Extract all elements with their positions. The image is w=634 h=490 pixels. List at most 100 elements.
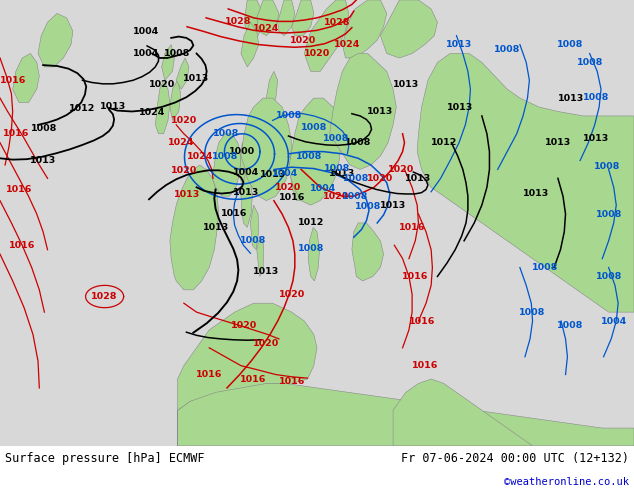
- Text: 1008: 1008: [324, 164, 351, 173]
- Text: 1013: 1013: [259, 171, 286, 179]
- Text: 1012: 1012: [430, 138, 457, 147]
- Text: 1020: 1020: [323, 192, 349, 201]
- Text: 1008: 1008: [276, 111, 302, 121]
- Text: 1012: 1012: [297, 219, 324, 227]
- Polygon shape: [304, 0, 349, 72]
- Text: 1013: 1013: [367, 107, 394, 116]
- Text: 1016: 1016: [196, 370, 223, 379]
- Text: 1013: 1013: [380, 200, 406, 210]
- Polygon shape: [241, 170, 252, 227]
- Text: 1008: 1008: [519, 308, 546, 317]
- Text: 1020: 1020: [290, 36, 316, 45]
- Text: 1016: 1016: [278, 377, 305, 386]
- Text: 1008: 1008: [557, 321, 584, 330]
- Text: 1008: 1008: [343, 174, 370, 183]
- Text: 1013: 1013: [30, 156, 56, 165]
- Polygon shape: [212, 134, 241, 196]
- Polygon shape: [241, 98, 292, 201]
- Text: ©weatheronline.co.uk: ©weatheronline.co.uk: [504, 477, 629, 487]
- Text: 1008: 1008: [532, 263, 559, 272]
- Polygon shape: [241, 22, 259, 67]
- Polygon shape: [292, 0, 314, 36]
- Text: 1008: 1008: [301, 122, 328, 132]
- Text: 1016: 1016: [221, 209, 248, 218]
- Polygon shape: [13, 53, 39, 102]
- Polygon shape: [288, 98, 341, 205]
- Text: 1020: 1020: [171, 166, 197, 175]
- Text: 1013: 1013: [545, 138, 571, 147]
- Text: 1013: 1013: [253, 268, 280, 276]
- Polygon shape: [155, 80, 170, 134]
- Text: 1013: 1013: [583, 134, 609, 143]
- Text: 1008: 1008: [342, 192, 368, 201]
- Text: 1004: 1004: [133, 49, 159, 58]
- Polygon shape: [417, 53, 634, 312]
- Text: 1008: 1008: [297, 245, 324, 253]
- Polygon shape: [178, 303, 317, 446]
- Polygon shape: [240, 143, 247, 187]
- Text: 1013: 1013: [522, 190, 549, 198]
- Text: 1013: 1013: [183, 74, 210, 82]
- Text: 1008: 1008: [212, 152, 238, 162]
- Text: 1020: 1020: [253, 339, 280, 348]
- Text: 1012: 1012: [69, 104, 96, 113]
- Text: 1008: 1008: [240, 236, 267, 245]
- Polygon shape: [290, 143, 312, 201]
- Text: 1008: 1008: [31, 124, 58, 133]
- Text: Fr 07-06-2024 00:00 UTC (12+132): Fr 07-06-2024 00:00 UTC (12+132): [401, 452, 629, 465]
- Text: 1016: 1016: [411, 361, 438, 370]
- Text: 1024: 1024: [139, 108, 165, 117]
- Text: 1020: 1020: [231, 321, 257, 330]
- Text: 1004: 1004: [600, 317, 627, 325]
- Text: 1020: 1020: [387, 165, 414, 174]
- Text: 1016: 1016: [9, 241, 36, 250]
- Text: 1028: 1028: [224, 17, 251, 26]
- Text: 1016: 1016: [3, 129, 29, 138]
- Polygon shape: [330, 53, 396, 170]
- Text: 1008: 1008: [323, 134, 349, 143]
- Text: 1008: 1008: [494, 45, 521, 53]
- Polygon shape: [176, 58, 189, 89]
- Polygon shape: [266, 72, 278, 107]
- Text: 1008: 1008: [595, 210, 622, 219]
- Text: 1004: 1004: [272, 169, 299, 177]
- Text: 1020: 1020: [304, 49, 330, 58]
- Text: 1016: 1016: [278, 193, 305, 201]
- Text: 1013: 1013: [557, 94, 584, 102]
- Polygon shape: [278, 0, 295, 36]
- Text: 1013: 1013: [447, 102, 474, 112]
- Text: 1016: 1016: [0, 76, 26, 85]
- Text: 1008: 1008: [354, 201, 381, 211]
- Text: 1016: 1016: [399, 223, 425, 232]
- Text: 1008: 1008: [595, 272, 622, 281]
- Polygon shape: [257, 236, 264, 276]
- Text: 1020: 1020: [278, 290, 305, 299]
- Text: 1020: 1020: [171, 116, 197, 125]
- Polygon shape: [244, 0, 263, 45]
- Polygon shape: [393, 379, 533, 446]
- Text: 1020: 1020: [367, 174, 394, 183]
- Text: 1028: 1028: [91, 292, 118, 301]
- Text: 1013: 1013: [100, 101, 126, 111]
- Polygon shape: [216, 143, 225, 178]
- Text: 1016: 1016: [402, 272, 429, 281]
- Text: 1013: 1013: [446, 40, 472, 49]
- Polygon shape: [342, 0, 387, 58]
- Polygon shape: [352, 223, 384, 281]
- Text: 1004: 1004: [233, 168, 259, 176]
- Text: 1013: 1013: [405, 174, 432, 183]
- Text: 1004: 1004: [310, 184, 337, 193]
- Text: 1024: 1024: [334, 40, 361, 49]
- Polygon shape: [162, 45, 174, 80]
- Polygon shape: [250, 205, 259, 250]
- Text: Surface pressure [hPa] ECMWF: Surface pressure [hPa] ECMWF: [5, 452, 205, 465]
- Polygon shape: [38, 13, 73, 67]
- Text: 1013: 1013: [392, 80, 419, 89]
- Text: 1008: 1008: [583, 93, 609, 102]
- Text: 1024: 1024: [167, 138, 194, 147]
- Text: 1024: 1024: [253, 24, 280, 33]
- Text: 1008: 1008: [345, 138, 372, 147]
- Text: 1008: 1008: [593, 162, 620, 171]
- Text: 1008: 1008: [212, 129, 239, 138]
- Text: 1013: 1013: [329, 170, 356, 178]
